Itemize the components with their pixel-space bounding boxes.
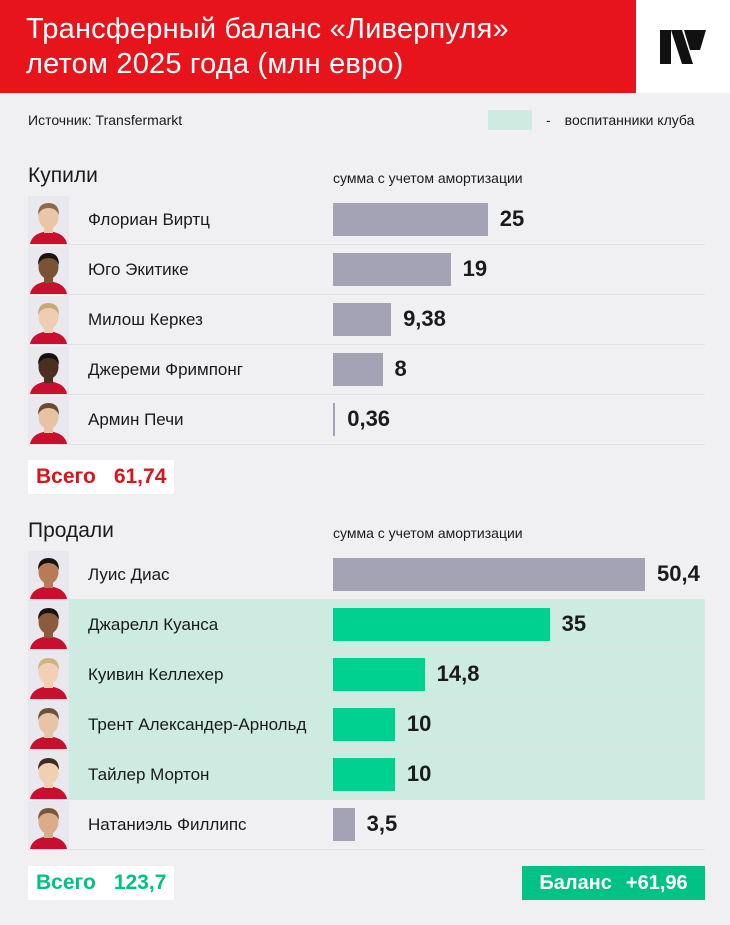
data-label: 3,5 <box>366 811 398 836</box>
section-title-sold: Продали <box>28 519 114 542</box>
title-line-2: летом 2025 года (млн евро) <box>26 48 404 80</box>
data-label: 10 <box>406 711 432 736</box>
table-row: Джереми Фримпонг 8 <box>28 345 705 395</box>
total-sold-value: 123,7 <box>113 871 167 894</box>
player-photo <box>28 651 69 699</box>
bar <box>333 203 488 236</box>
player-name: Милош Керкез <box>88 310 203 329</box>
player-name: Куивин Келлехер <box>88 665 224 684</box>
player-photo <box>28 396 69 444</box>
bar <box>333 403 336 436</box>
player-name: Флориан Виртц <box>88 210 210 229</box>
bar <box>333 658 425 691</box>
data-label: 9,38 <box>403 306 446 331</box>
source-note: Источник: Transfermarkt <box>28 112 183 128</box>
chart-title: Трансферный баланс «Ливерпуля» летом 202… <box>26 12 509 82</box>
bar <box>333 558 645 591</box>
brand-logo <box>636 0 730 93</box>
bar <box>333 253 451 286</box>
total-bought-label: Всего <box>36 465 96 488</box>
data-label: 10 <box>406 761 432 786</box>
player-photo <box>28 296 69 344</box>
total-bought: Всего 61,74 <box>28 460 175 494</box>
data-label: 19 <box>462 256 488 281</box>
column-note-bought: сумма с учетом амортизации <box>333 170 523 186</box>
player-photo <box>28 246 69 294</box>
bar <box>333 758 395 791</box>
total-bought-value: 61,74 <box>113 465 167 488</box>
bar <box>333 608 550 641</box>
table-row: Натаниэль Филлипс 3,5 <box>28 800 705 850</box>
legend-label: воспитанники клуба <box>564 112 695 128</box>
data-label: 35 <box>561 611 587 636</box>
table-row: Куивин Келлехер 14,8 <box>28 650 705 700</box>
bar <box>333 708 395 741</box>
legend-dash: - <box>546 112 551 128</box>
player-name: Луис Диас <box>88 565 170 584</box>
data-label: 50,4 <box>657 561 700 586</box>
table-row: Джарелл Куанса 35 <box>28 600 705 650</box>
table-row: Трент Александер-Арнольд 10 <box>28 700 705 750</box>
player-name: Натаниэль Филлипс <box>88 815 247 834</box>
data-label: 8 <box>394 356 407 381</box>
table-row: Тайлер Мортон 10 <box>28 750 705 800</box>
table-row: Юго Экитике 19 <box>28 245 705 295</box>
brand-logo-icon <box>660 29 706 64</box>
header-banner: Трансферный баланс «Ливерпуля» летом 202… <box>0 0 730 93</box>
table-row: Армин Печи 0,36 <box>28 395 705 445</box>
player-name: Джереми Фримпонг <box>88 360 243 379</box>
legend: - воспитанники клуба <box>488 110 694 130</box>
data-label: 25 <box>499 206 525 231</box>
bought-rows: Флориан Виртц 25 Юго Экитике 19 Милош Керкез… <box>28 195 705 445</box>
balance-label: Баланс <box>539 871 612 894</box>
legend-swatch <box>488 110 532 130</box>
player-name: Тайлер Мортон <box>88 765 210 784</box>
player-name: Армин Печи <box>88 410 184 429</box>
title-line-1: Трансферный баланс «Ливерпуля» <box>26 13 509 45</box>
data-label: 0,36 <box>347 406 391 431</box>
balance-value: +61,96 <box>625 871 688 894</box>
player-photo <box>28 801 69 849</box>
player-name: Юго Экитике <box>88 260 189 279</box>
bar <box>333 353 383 386</box>
bar <box>333 303 392 336</box>
player-photo <box>28 751 69 799</box>
column-note-sold: сумма с учетом амортизации <box>333 525 523 541</box>
player-name: Трент Александер-Арнольд <box>88 715 307 734</box>
data-label: 14,8 <box>436 661 480 686</box>
section-title-bought: Купили <box>28 164 98 187</box>
player-photo <box>28 701 69 749</box>
player-name: Джарелл Куанса <box>88 615 219 634</box>
balance-badge: Баланс +61,96 <box>522 866 705 900</box>
total-sold-label: Всего <box>36 871 96 894</box>
sold-rows: Луис Диас 50,4 Джарелл Куанса 35 Куивин Келл… <box>28 550 705 850</box>
table-row: Флориан Виртц 25 <box>28 195 705 245</box>
bar <box>333 808 355 841</box>
total-sold: Всего 123,7 <box>28 866 175 900</box>
table-row: Милош Керкез 9,38 <box>28 295 705 345</box>
player-photo <box>28 196 69 244</box>
player-photo <box>28 346 69 394</box>
player-photo <box>28 601 69 649</box>
table-row: Луис Диас 50,4 <box>28 550 705 600</box>
player-photo <box>28 551 69 599</box>
